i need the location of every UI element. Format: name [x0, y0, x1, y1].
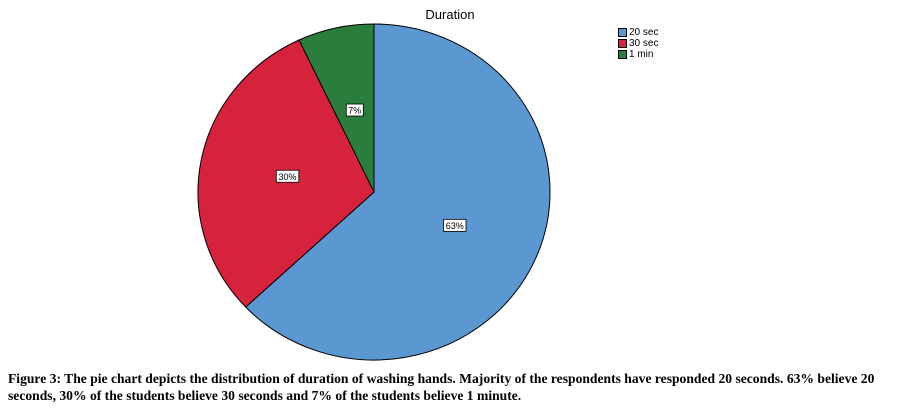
data-label-20-sec: 63%	[443, 218, 467, 232]
legend-swatch	[618, 28, 627, 37]
legend-item-1-min: 1 min	[618, 49, 658, 60]
svg-text:63%: 63%	[446, 221, 464, 231]
legend-label: 1 min	[629, 49, 654, 60]
figure-caption: Figure 3: The pie chart depicts the dist…	[8, 371, 875, 403]
chart-area: Duration 63% 30% 7% 20 sec 30 sec 1 min	[197, 7, 658, 361]
svg-text:30%: 30%	[279, 172, 297, 182]
legend-label: 30 sec	[629, 38, 659, 49]
legend-swatch	[618, 50, 627, 59]
legend-label: 20 sec	[629, 27, 659, 38]
chart-title: Duration	[425, 7, 475, 22]
legend-item-20-sec: 20 sec	[618, 27, 658, 38]
pie-chart: 63% 30% 7%	[197, 23, 551, 361]
legend-item-30-sec: 30 sec	[618, 38, 658, 49]
legend-swatch	[618, 39, 627, 48]
pie-slice-1-min	[298, 23, 375, 193]
pie-slice-20-sec	[244, 23, 551, 361]
svg-text:7%: 7%	[348, 106, 361, 116]
data-label-1-min: 7%	[345, 103, 364, 117]
data-label-30-sec: 30%	[275, 169, 300, 183]
legend: 20 sec 30 sec 1 min	[618, 27, 658, 60]
